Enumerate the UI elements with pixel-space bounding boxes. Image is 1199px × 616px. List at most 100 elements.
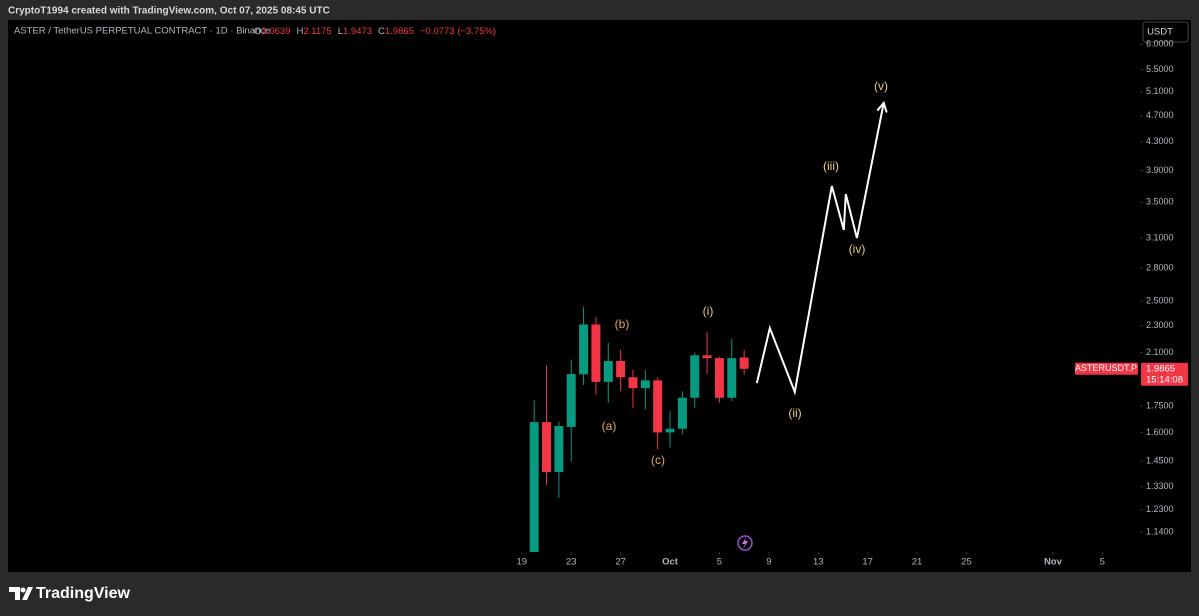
candle-body [640,380,650,389]
wave-arrowhead [876,100,888,113]
y-tick-label: 2.3000 [1146,320,1174,330]
ohlc-letter: L [338,26,343,37]
candle-body [690,355,700,398]
x-tick-label: 9 [766,557,771,568]
candle [542,365,552,485]
ohlc-value: 1.9473 [343,26,372,37]
candle-body [603,360,613,382]
x-tick-label: 23 [566,557,577,568]
logo-dot [20,587,26,593]
attribution: CryptoT1994 created with TradingView.com… [8,6,330,17]
ohlc-letter: O [254,26,261,37]
candle-body [579,324,589,375]
logo: TradingView [9,585,131,602]
y-tick-label: 5.1000 [1146,86,1174,96]
y-tick-label: 1.3300 [1146,481,1174,491]
candle [653,377,663,450]
icon-ring [737,535,753,551]
ohlc-value: 2.0639 [261,26,290,37]
candle [665,411,675,448]
y-tick-label: 4.7000 [1146,110,1174,120]
candle-body [665,428,675,433]
candle [579,307,589,385]
logo-text: TradingView [36,585,131,602]
wave-label: (iii) [823,159,839,173]
wave-path [755,102,885,396]
y-tick-label: 3.5000 [1146,197,1174,207]
candle-body [566,374,576,427]
x-tick-label: 5 [1100,557,1105,568]
candle [727,338,737,402]
ohlc-header: O2.0639 H2.1175 L1.9473 C1.9865 −0.0773 (−3.… [254,26,496,37]
candle [591,316,601,395]
candle-body [727,358,737,398]
wave-label: (a) [602,419,617,433]
y-tick-label: 3.1000 [1146,232,1174,242]
price-tag: 1.9865 [1146,363,1175,374]
y-tick-label: 2.5000 [1146,296,1174,306]
candle [529,400,539,552]
candle [616,349,626,392]
x-tick-label: Nov [1044,557,1063,568]
candle-body [529,422,539,552]
x-tick-label: 19 [517,557,528,568]
ohlc-letter: H [296,26,303,37]
chart-title: ASTER / TetherUS PERPETUAL CONTRACT · 1D… [14,26,270,37]
wave-label: (v) [874,79,888,93]
candle [640,369,650,410]
candle-body [616,360,626,378]
countdown: 15:14:08 [1146,374,1183,385]
symbol-tag-box [1075,362,1138,375]
candle-body [702,355,712,359]
y-tick-label: 1.7500 [1146,400,1174,410]
x-tick-label: 13 [813,557,824,568]
icon-bolt [742,537,748,549]
y-tick-label: 1.1400 [1146,526,1174,536]
y-tick-label: 1.2300 [1146,504,1174,514]
y-tick-label: 2.1000 [1146,347,1174,357]
candle [690,352,700,408]
candle [702,332,712,375]
candle [603,342,613,403]
change: −0.0773 (−3.75%) [420,26,496,37]
y-tick-label: 1.4500 [1146,456,1174,466]
chart-pane [8,20,1191,572]
candle-body [591,324,601,382]
wave-label: (i) [703,304,714,318]
candle-body [677,397,687,429]
x-tick-label: 17 [862,557,873,568]
y-tick-label: 3.9000 [1146,165,1174,175]
candle [714,356,724,403]
y-tick-label: 6.0000 [1146,38,1174,48]
currency-box[interactable] [1142,21,1189,43]
candle [554,421,564,498]
y-tick-label: 1.6000 [1146,427,1174,437]
ohlc-value: 2.1175 [303,26,331,37]
wave-label: (iv) [849,242,866,256]
ohlc-letter: C [378,26,385,37]
wave-label: (c) [651,453,665,467]
y-tick-label: 2.8000 [1146,262,1174,272]
x-tick-label: 25 [961,557,972,568]
wave-label: (ii) [788,406,801,420]
candle-body [714,358,724,398]
candle [628,369,638,408]
x-tick-label: Oct [662,557,679,568]
wave-label: (b) [615,317,630,331]
candle-body [554,426,564,473]
y-tick-label: 4.3000 [1146,136,1174,146]
currency: USDT [1147,27,1173,38]
candle-body [653,380,663,433]
y-tick-label: 5.5000 [1146,64,1174,74]
lightning-icon[interactable] [737,535,753,551]
candle-body [628,377,638,389]
ohlc-value: 1.9865 [385,26,414,37]
candle [566,359,576,462]
candle-body [739,357,749,369]
x-tick-label: 27 [615,557,626,568]
logo-slash [22,587,33,600]
price-tag-box [1141,362,1188,386]
plot [529,100,888,552]
